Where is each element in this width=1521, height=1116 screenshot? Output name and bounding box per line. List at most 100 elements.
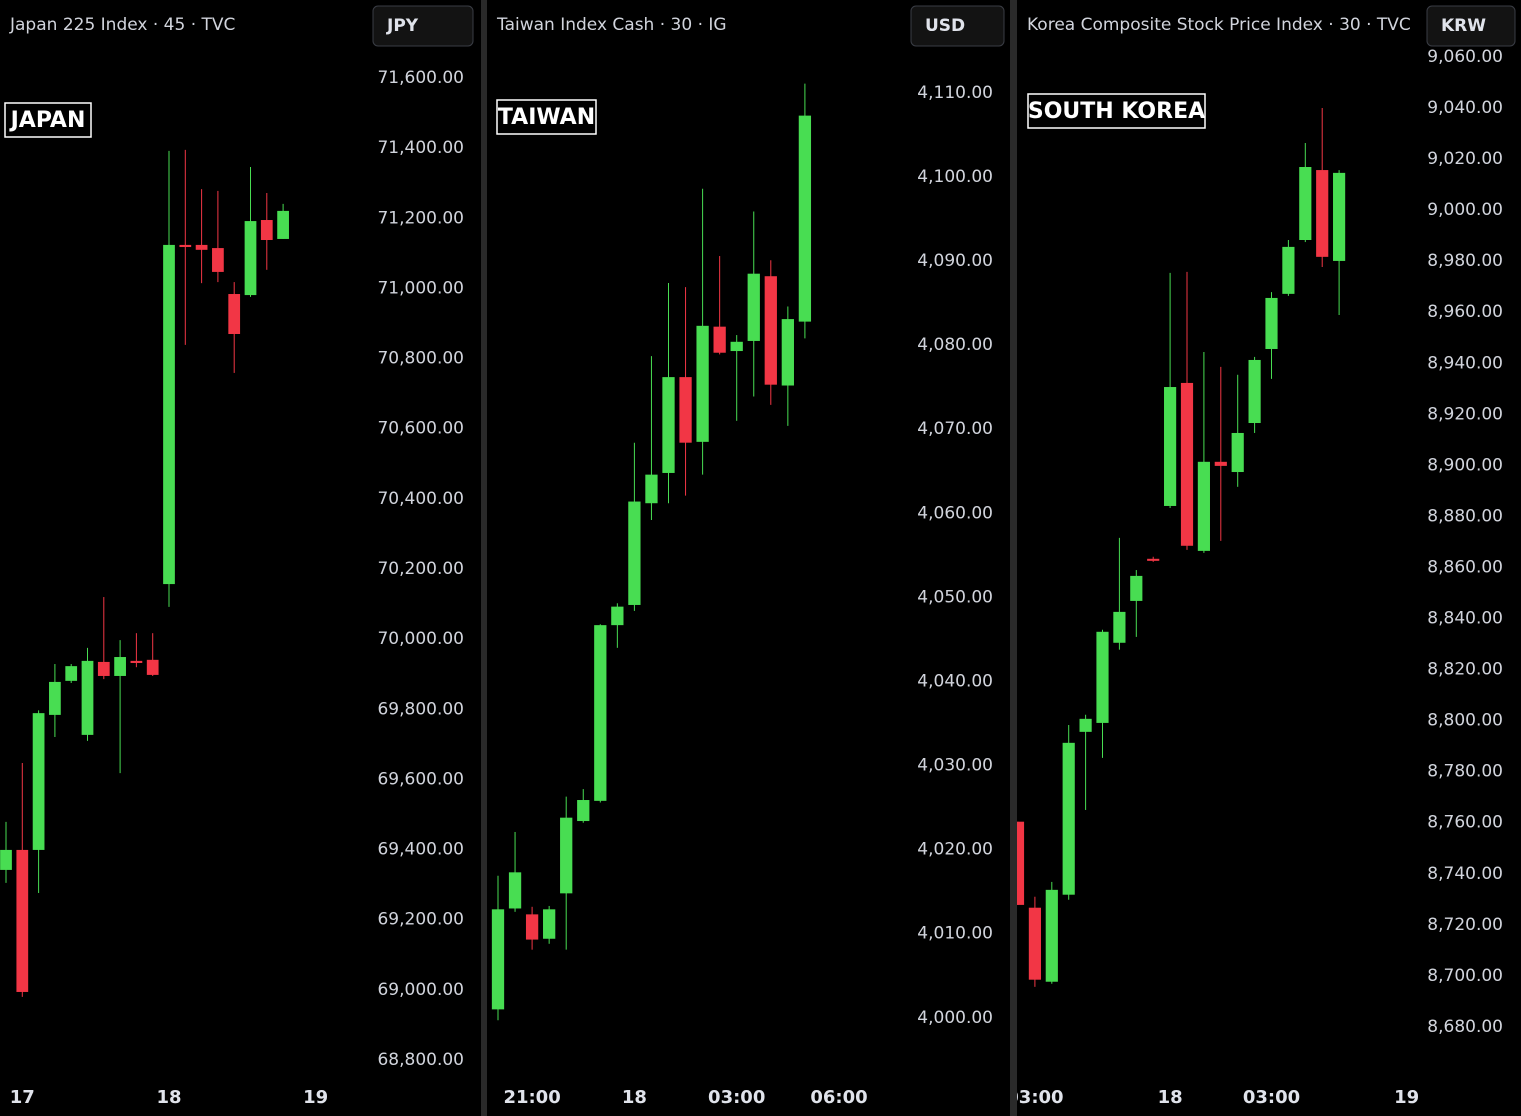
currency-button: [1426, 5, 1516, 47]
y-tick-label: 69,200.00: [377, 910, 464, 930]
y-tick-label: 71,400.00: [377, 138, 464, 158]
candle-body: [645, 474, 658, 504]
chart-panel: Japan 225 Index · 45 · TVC JPY 71,600.00 71…: [0, 0, 481, 1116]
y-tick-label: 4,000.00: [917, 1008, 993, 1028]
x-tick-label: 19: [1394, 1087, 1419, 1108]
candle-body: [628, 501, 641, 605]
candle-body: [491, 909, 505, 1010]
y-tick-label: 4,030.00: [917, 756, 993, 776]
candle-body: [679, 377, 692, 443]
x-tick-label: 03:00: [1017, 1087, 1064, 1108]
candle-body: [228, 294, 241, 335]
candle-body: [1333, 172, 1346, 261]
candle-body: [65, 666, 78, 681]
currency-label: JPY: [386, 16, 419, 36]
candle-body: [662, 377, 675, 473]
y-tick-label: 4,080.00: [917, 335, 993, 355]
chart-panel: Taiwan Index Cash · 30 · IG USD 4,110.00 4,…: [487, 0, 1010, 1116]
candle-body: [1079, 718, 1092, 732]
x-tick-label: 17: [10, 1087, 35, 1108]
y-tick-label: 4,020.00: [917, 840, 993, 860]
candle-body: [260, 220, 273, 241]
y-tick-label: 70,200.00: [377, 559, 464, 579]
y-tick-label: 8,820.00: [1427, 660, 1503, 680]
y-tick-label: 4,070.00: [917, 419, 993, 439]
y-tick-label: 71,200.00: [377, 208, 464, 228]
candle-body: [1147, 558, 1160, 561]
chart-panel: Korea Composite Stock Price Index · 30 ·…: [1017, 0, 1521, 1116]
y-tick-label: 70,000.00: [377, 629, 464, 649]
y-tick-label: 8,860.00: [1427, 557, 1503, 577]
y-tick-label: 8,920.00: [1427, 404, 1503, 424]
x-tick-label: 18: [622, 1087, 647, 1108]
y-tick-label: 4,060.00: [917, 503, 993, 523]
candle-body: [713, 326, 726, 353]
y-tick-label: 8,680.00: [1427, 1017, 1503, 1037]
candle-body: [1062, 742, 1075, 895]
x-tick-label: 03:00: [708, 1087, 765, 1108]
candle-body: [594, 625, 607, 801]
y-tick-label: 4,100.00: [917, 167, 993, 187]
currency-label: USD: [925, 16, 965, 36]
y-tick-label: 70,800.00: [377, 349, 464, 369]
candles: [491, 83, 812, 1021]
annotation-box: [496, 99, 597, 135]
y-tick-label: 4,040.00: [917, 671, 993, 691]
candles: [1017, 108, 1346, 987]
candle-body: [1028, 907, 1041, 980]
y-tick-label: 9,040.00: [1427, 98, 1503, 118]
y-tick-label: 8,740.00: [1427, 864, 1503, 884]
y-tick-label: 8,800.00: [1427, 711, 1503, 731]
candle-body: [1164, 387, 1177, 506]
candle-body: [764, 276, 777, 385]
candle-body: [577, 800, 590, 822]
y-tick-label: 9,000.00: [1427, 200, 1503, 220]
y-tick-label: 69,800.00: [377, 699, 464, 719]
y-tick-label: 8,980.00: [1427, 251, 1503, 271]
candle-body: [97, 661, 110, 676]
candle-body: [508, 872, 522, 909]
currency-button: [372, 5, 474, 47]
candle-body: [244, 221, 257, 296]
annotation-box: [1027, 93, 1206, 129]
y-tick-label: 8,880.00: [1427, 506, 1503, 526]
y-tick-label: 8,780.00: [1427, 762, 1503, 782]
candle-body: [1180, 382, 1194, 546]
y-tick-label: 70,400.00: [377, 489, 464, 509]
candle-body: [114, 657, 126, 676]
candle-body: [1248, 359, 1261, 424]
candle-body: [730, 341, 743, 352]
y-tick-label: 70,600.00: [377, 419, 464, 439]
y-tick-label: 69,600.00: [377, 769, 464, 789]
y-tick-label: 68,800.00: [377, 1050, 464, 1070]
y-tick-label: 4,110.00: [917, 83, 993, 103]
candle-body: [1299, 167, 1312, 241]
currency-button: [910, 5, 1005, 47]
y-tick-label: 71,600.00: [377, 68, 464, 88]
chart-title: Japan 225 Index · 45 · TVC: [9, 15, 235, 35]
candle-body: [1130, 575, 1143, 601]
candle-body: [81, 660, 94, 735]
candle-body: [611, 606, 624, 626]
x-tick-label: 03:00: [1243, 1087, 1300, 1108]
x-tick-label: 21:00: [503, 1087, 560, 1108]
annotation: SOUTH KOREA: [1028, 99, 1205, 124]
candle-body: [1096, 631, 1109, 723]
candles: [0, 149, 289, 997]
candle-body: [32, 713, 45, 850]
currency-label: KRW: [1441, 16, 1486, 36]
candle-body: [696, 325, 709, 442]
y-tick-label: 8,840.00: [1427, 609, 1503, 629]
chart-title: Korea Composite Stock Price Index · 30 ·…: [1027, 15, 1411, 35]
candle-body: [1197, 461, 1210, 551]
annotation-box: [4, 102, 92, 138]
annotation: JAPAN: [9, 108, 86, 133]
candle-body: [1017, 821, 1025, 905]
candle-body: [747, 273, 760, 341]
candle-body: [560, 817, 573, 894]
y-tick-label: 9,020.00: [1427, 149, 1503, 169]
candle-body: [1231, 432, 1244, 473]
candle-body: [1113, 611, 1126, 643]
y-tick-label: 8,760.00: [1427, 813, 1503, 833]
candle-body: [1214, 461, 1227, 466]
